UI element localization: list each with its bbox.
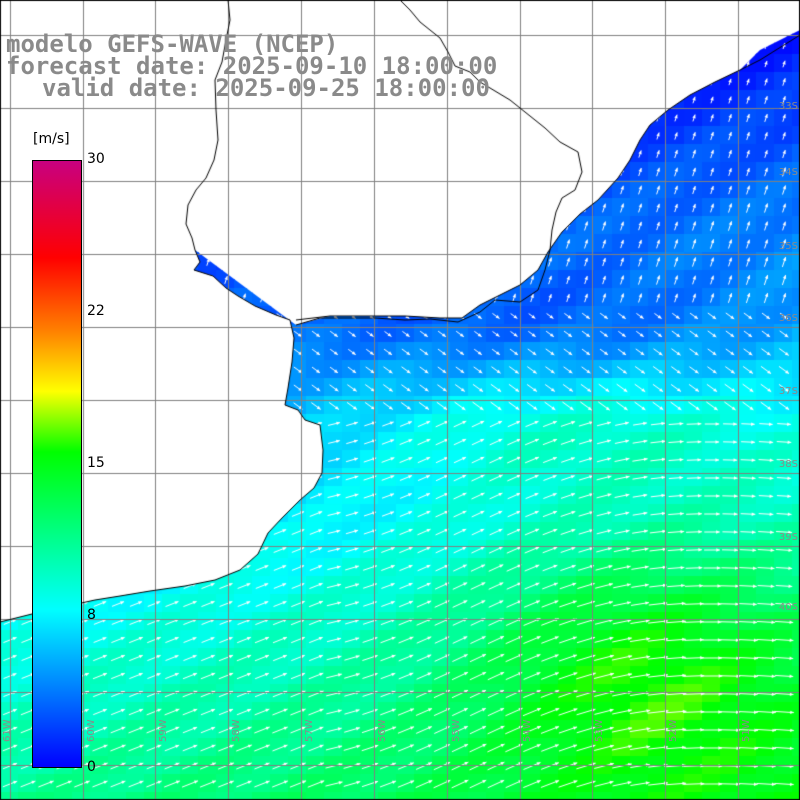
forecast-date: forecast date: 2025-09-10 18:00:00 [6,52,498,80]
lon-label: 55W [451,719,462,742]
colorbar-unit: [m/s] [33,131,70,147]
lon-label: 59W [158,719,169,742]
lon-label: 52W [668,719,679,742]
lon-label: 57W [304,719,315,742]
colorbar-tick: 22 [87,303,105,319]
lon-label: 56W [377,719,388,742]
lon-label: 53W [594,719,605,742]
lon-label: 51W [741,719,752,742]
colorbar-tick: 0 [87,759,96,775]
colorbar [32,160,82,768]
lat-label: 40S [778,602,798,613]
lat-label: 36S [778,313,798,324]
lat-label: 35S [778,241,798,252]
lat-label: 33S [778,101,798,112]
colorbar-tick: 8 [87,607,96,623]
lat-label: 39S [778,532,798,543]
lon-label: 61W [2,719,13,742]
lon-label: 54W [522,719,533,742]
colorbar-tick: 30 [87,151,105,167]
valid-date: valid date: 2025-09-25 18:00:00 [42,74,490,102]
colorbar-tick: 15 [87,455,105,471]
lat-label: 38S [778,459,798,470]
lon-label: 58W [231,719,242,742]
lon-label: 60W [86,719,97,742]
model-title: modelo GEFS-WAVE (NCEP) [6,30,339,58]
lat-label: 37S [778,386,798,397]
lat-label: 34S [778,167,798,178]
